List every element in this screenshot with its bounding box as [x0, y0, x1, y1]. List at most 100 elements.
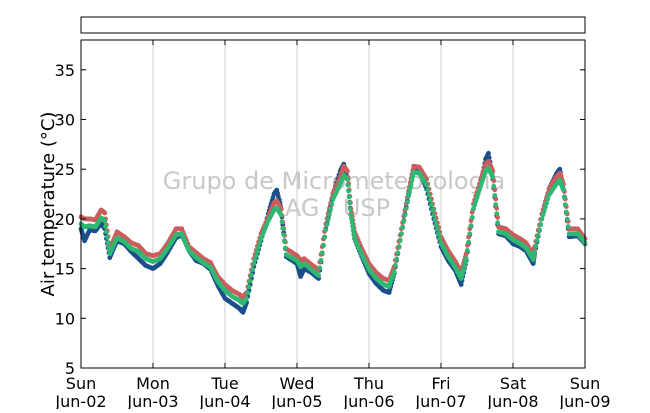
data-point: [472, 202, 477, 208]
x-tick-label-date: Jun-02: [54, 392, 106, 409]
data-point: [345, 176, 350, 182]
series-layer: [78, 150, 588, 315]
data-point: [436, 231, 441, 236]
data-point: [430, 207, 435, 213]
data-point: [323, 227, 329, 233]
data-point: [325, 217, 331, 223]
data-point: [256, 244, 261, 250]
data-point: [495, 220, 500, 226]
y-tick-label: 5: [65, 359, 75, 378]
data-point: [319, 250, 325, 256]
data-point: [324, 222, 330, 228]
data-point: [403, 206, 409, 212]
data-point: [495, 215, 500, 221]
data-point: [102, 218, 108, 224]
data-point: [244, 296, 250, 301]
y-tick-label: 15: [55, 260, 75, 279]
data-point: [474, 195, 480, 200]
data-point: [466, 239, 471, 245]
y-tick-label: 10: [55, 309, 75, 328]
data-point: [348, 206, 353, 212]
data-point: [541, 208, 547, 214]
data-point: [347, 200, 353, 206]
data-point: [473, 198, 479, 204]
data-point: [278, 212, 284, 218]
data-point: [465, 248, 470, 253]
data-point: [535, 232, 541, 238]
axes: SunJun-02MonJun-03TueJun-04WedJun-05ThuJ…: [54, 40, 611, 411]
data-point: [537, 227, 542, 233]
data-point: [397, 237, 403, 243]
y-axis-label: Air temperature (°C): [38, 112, 59, 297]
data-point: [409, 177, 415, 183]
data-point: [424, 182, 429, 188]
data-point: [432, 217, 438, 223]
data-point: [348, 212, 354, 218]
data-point: [431, 212, 437, 218]
data-point: [391, 269, 397, 274]
data-point: [493, 202, 499, 207]
data-point: [429, 202, 434, 208]
data-point: [458, 282, 464, 287]
data-point: [533, 243, 539, 249]
data-point: [540, 212, 546, 218]
data-point: [249, 272, 254, 278]
data-point: [399, 231, 404, 237]
data-point: [563, 209, 569, 215]
data-point: [250, 267, 256, 272]
plot-frame: [80, 39, 586, 369]
data-point: [350, 224, 356, 229]
data-point: [433, 221, 439, 227]
data-point: [104, 229, 109, 235]
x-tick-label-day: Thu: [353, 374, 384, 393]
data-point: [494, 205, 500, 211]
y-tick-label: 20: [55, 210, 75, 229]
data-point: [104, 234, 110, 240]
data-point: [322, 235, 327, 240]
data-point: [545, 196, 551, 202]
data-point: [407, 185, 413, 191]
data-point: [282, 239, 287, 244]
data-point: [437, 235, 443, 241]
data-point: [245, 290, 251, 295]
data-point: [491, 183, 497, 189]
x-tick-label-date: Jun-04: [198, 392, 250, 409]
data-point: [490, 174, 496, 180]
x-tick-label-day: Wed: [280, 374, 315, 393]
data-point: [349, 220, 355, 226]
x-tick-label-date: Jun-05: [270, 392, 322, 409]
data-point: [405, 199, 410, 205]
data-point: [544, 200, 549, 206]
data-point: [316, 273, 321, 278]
data-point: [395, 250, 401, 256]
data-point: [406, 193, 411, 199]
x-tick-label-day: Tue: [210, 374, 238, 393]
data-point: [327, 212, 332, 217]
data-point: [468, 223, 474, 228]
grid-lines: [152, 40, 514, 368]
x-tick-label-day: Fri: [431, 374, 450, 393]
data-point: [328, 206, 333, 212]
data-point: [283, 245, 288, 251]
data-point: [400, 225, 405, 230]
data-point: [345, 168, 350, 174]
data-point: [247, 278, 253, 284]
data-point: [329, 201, 335, 207]
data-point: [317, 265, 323, 271]
data-point: [351, 227, 356, 233]
data-point: [426, 192, 432, 198]
data-point: [543, 204, 548, 210]
data-point: [349, 216, 354, 222]
legend-box: [80, 16, 586, 34]
data-point: [408, 181, 414, 187]
data-point: [393, 262, 398, 268]
data-point: [394, 256, 399, 262]
data-point: [280, 225, 286, 231]
data-point: [463, 256, 469, 262]
data-point: [281, 232, 287, 238]
data-point: [351, 231, 357, 237]
data-point: [561, 187, 566, 193]
data-point: [346, 188, 351, 194]
data-point: [251, 261, 257, 266]
data-point: [494, 211, 500, 217]
